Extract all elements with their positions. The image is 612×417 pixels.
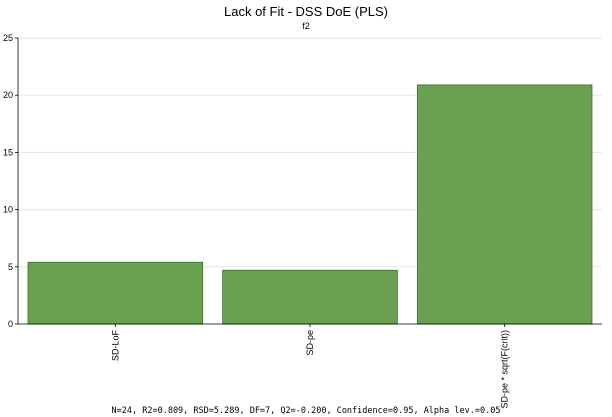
category-label-2: SD-pe * sqrt(F(crit)) (500, 330, 510, 409)
y-tick-label-15: 15 (3, 147, 13, 157)
chart-title: Lack of Fit - DSS DoE (PLS) (224, 4, 388, 19)
bar-2 (416, 84, 593, 325)
y-tick-label-5: 5 (8, 262, 13, 272)
y-tick-label-10: 10 (3, 205, 13, 215)
chart-subtitle: f2 (302, 21, 310, 31)
y-tick-label-25: 25 (3, 33, 13, 43)
category-labels: SD-LoF SD-pe SD-pe * sqrt(F(crit)) (110, 330, 509, 409)
y-tick-labels: 0 5 10 15 20 25 (3, 33, 13, 329)
category-label-1: SD-pe (305, 330, 315, 356)
model-statistics-footer: N=24, R2=0.809, RSD=5.289, DF=7, Q2=-0.2… (112, 406, 501, 416)
y-tick-label-0: 0 (8, 319, 13, 329)
bars (27, 84, 593, 325)
bar-0 (27, 261, 204, 325)
category-label-0: SD-LoF (110, 330, 120, 362)
axes (15, 37, 602, 327)
bar-1 (222, 269, 398, 325)
y-tick-label-20: 20 (3, 90, 13, 100)
